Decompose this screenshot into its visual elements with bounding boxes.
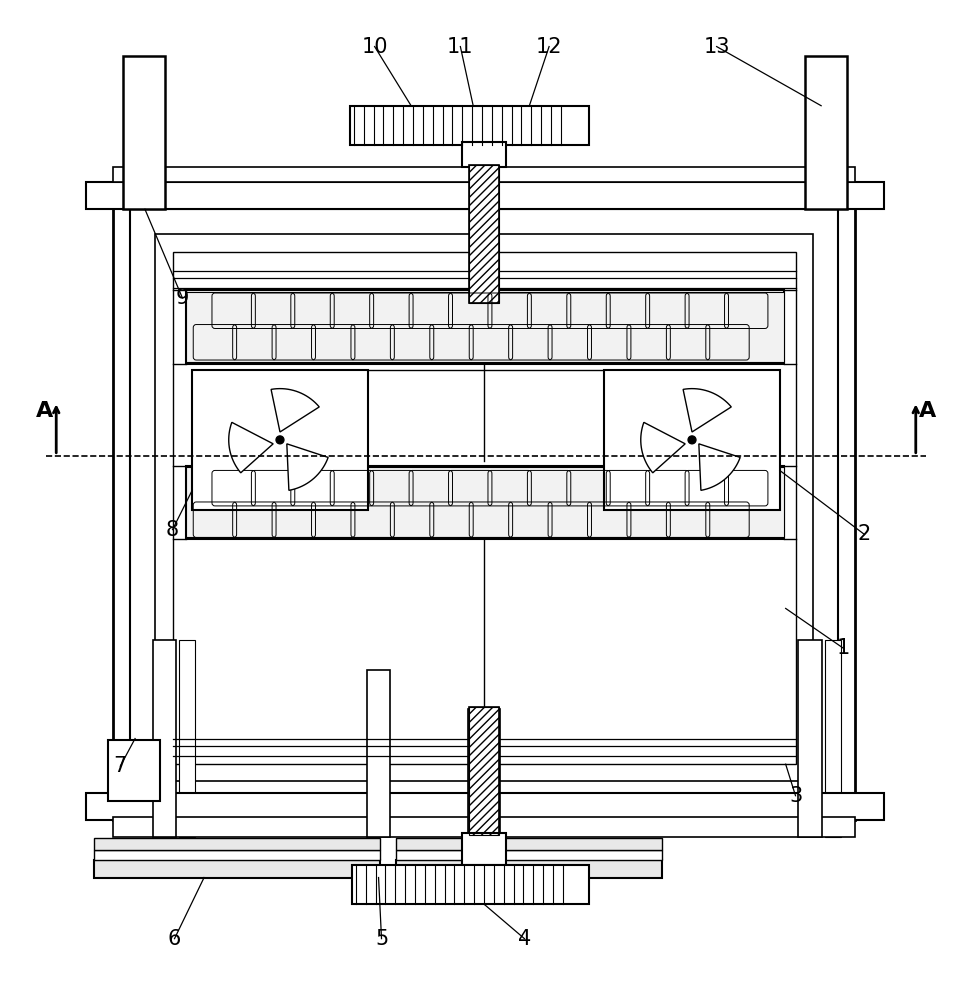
Bar: [109, 740, 159, 801]
Bar: [93, 838, 379, 850]
Bar: [192, 370, 367, 510]
Bar: [187, 467, 783, 537]
Text: 5: 5: [375, 929, 388, 949]
Bar: [187, 466, 783, 539]
Bar: [469, 165, 499, 303]
Bar: [130, 209, 838, 806]
Text: 13: 13: [704, 37, 730, 57]
Bar: [397, 838, 663, 850]
Bar: [469, 707, 499, 835]
Bar: [798, 640, 822, 837]
Bar: [397, 850, 663, 860]
Text: 6: 6: [168, 929, 181, 949]
Polygon shape: [683, 389, 731, 432]
Text: A: A: [36, 401, 53, 421]
Bar: [366, 670, 391, 837]
Polygon shape: [699, 444, 741, 490]
Polygon shape: [287, 444, 329, 490]
Text: 9: 9: [176, 288, 190, 308]
Bar: [187, 290, 783, 364]
Bar: [825, 640, 841, 837]
Circle shape: [688, 436, 696, 444]
Bar: [469, 709, 500, 837]
Bar: [463, 833, 505, 865]
Bar: [187, 292, 783, 362]
Bar: [114, 817, 854, 837]
Bar: [463, 142, 505, 167]
Bar: [352, 865, 588, 904]
Text: 3: 3: [789, 786, 802, 806]
Bar: [350, 106, 588, 145]
Text: 4: 4: [518, 929, 531, 949]
Bar: [93, 860, 379, 878]
Bar: [469, 707, 499, 835]
Text: 7: 7: [114, 756, 127, 776]
Bar: [86, 182, 885, 209]
Text: A: A: [919, 401, 936, 421]
Bar: [605, 370, 780, 510]
Bar: [114, 194, 854, 820]
Bar: [397, 860, 663, 878]
Bar: [173, 252, 795, 764]
Polygon shape: [228, 422, 273, 473]
Text: 8: 8: [166, 520, 179, 540]
Polygon shape: [271, 389, 319, 432]
Bar: [180, 640, 195, 837]
Text: 11: 11: [447, 37, 473, 57]
Bar: [469, 165, 499, 303]
Bar: [806, 56, 847, 209]
Text: 2: 2: [858, 524, 871, 544]
Bar: [86, 793, 885, 820]
Bar: [93, 850, 379, 860]
Bar: [123, 56, 164, 209]
Text: 1: 1: [836, 638, 850, 658]
Bar: [153, 640, 177, 837]
Text: 12: 12: [536, 37, 563, 57]
Bar: [155, 234, 814, 781]
Text: 10: 10: [362, 37, 388, 57]
Circle shape: [276, 436, 284, 444]
Bar: [114, 167, 854, 182]
Polygon shape: [641, 422, 685, 473]
